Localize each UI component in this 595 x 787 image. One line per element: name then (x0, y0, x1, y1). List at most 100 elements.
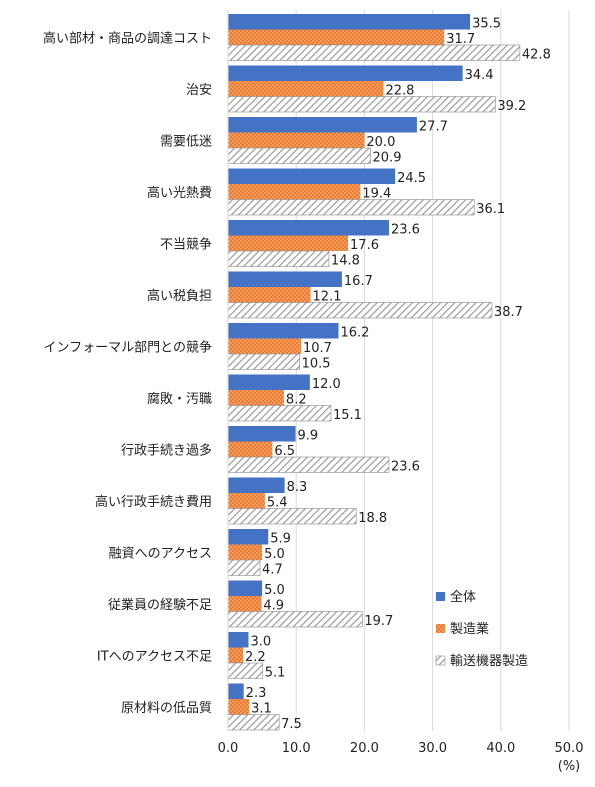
bar-manufacturing (228, 647, 244, 663)
bar-transport-equipment (227, 456, 390, 473)
category-label: 腐敗・汚職 (147, 392, 212, 407)
legend-label: 製造業 (450, 621, 489, 637)
data-label: 19.7 (364, 614, 393, 629)
data-label: 4.7 (262, 563, 283, 578)
data-label: 19.4 (362, 187, 391, 202)
bar-manufacturing (228, 544, 263, 560)
legend-swatch (435, 655, 446, 666)
data-label: 39.2 (497, 99, 526, 114)
data-label: 12.0 (312, 377, 341, 392)
bar-manufacturing (228, 390, 284, 406)
category-label: 高い部材・商品の調達コスト (43, 30, 212, 46)
bar-transport-equipment (227, 147, 371, 164)
data-label: 5.0 (264, 583, 285, 598)
bar-transport-equipment (227, 662, 264, 679)
data-label: 5.4 (267, 496, 288, 511)
bar-all (228, 14, 471, 30)
data-label: 5.9 (270, 532, 291, 547)
category-label: 高い行政手続き費用 (95, 494, 212, 510)
bar-transport-equipment (227, 559, 261, 576)
data-label: 16.2 (340, 326, 369, 341)
bar-manufacturing (228, 596, 262, 612)
data-label: 2.3 (246, 686, 267, 701)
category-label: インフォーマル部門との競争 (44, 340, 212, 355)
bar-transport-equipment (227, 714, 280, 731)
bar-all (228, 426, 296, 442)
data-label: 16.7 (344, 274, 373, 289)
category-label: 高い税負担 (147, 288, 212, 304)
data-label: 18.8 (358, 511, 387, 526)
bar-all (228, 323, 339, 339)
bar-all (228, 477, 285, 493)
bar-all (228, 529, 269, 545)
bar-transport-equipment (227, 611, 363, 628)
legend-swatch (436, 624, 445, 633)
legend-swatch (436, 592, 445, 601)
bar-transport-equipment (227, 44, 521, 61)
data-label: 38.7 (494, 305, 523, 320)
bar-manufacturing (228, 132, 365, 148)
bar-all (228, 271, 342, 287)
category-label: 需要低迷 (160, 134, 212, 149)
axes: 0.0 10.0 20.0 30.0 40.0 50.0 (%) 高い部材・商品の調達コスト治… (43, 10, 583, 774)
bar-all (228, 580, 263, 596)
category-label: 原材料の低品質 (121, 701, 212, 716)
data-label: 12.1 (313, 290, 342, 305)
data-label: 36.1 (476, 202, 505, 217)
bar-transport-equipment (227, 250, 330, 267)
data-label: 7.5 (281, 717, 302, 732)
bar-manufacturing (228, 287, 311, 303)
category-label: ITへのアクセス不足 (97, 649, 212, 664)
x-tick-label: 40.0 (486, 741, 515, 756)
data-label: 10.5 (302, 357, 331, 372)
data-label: 8.3 (287, 480, 308, 495)
data-label: 5.0 (264, 547, 285, 562)
bar-all (228, 632, 249, 648)
x-tick-label: 20.0 (350, 741, 379, 756)
x-tick-label: 10.0 (282, 741, 311, 756)
data-label: 23.6 (391, 223, 420, 238)
x-unit-label: (%) (558, 759, 581, 774)
bar-manufacturing (228, 699, 250, 715)
data-label: 35.5 (472, 17, 501, 32)
data-label: 6.5 (274, 444, 295, 459)
bar-transport-equipment (227, 508, 357, 525)
data-label: 20.0 (366, 135, 395, 150)
data-label: 3.0 (250, 635, 271, 650)
bar-transport-equipment (227, 199, 475, 216)
data-label: 23.6 (391, 460, 420, 475)
x-tick-label: 30.0 (418, 741, 447, 756)
category-label: 治安 (186, 83, 212, 98)
bar-manufacturing (228, 29, 445, 45)
bar-all (228, 374, 310, 390)
data-labels: 35.531.7 42.8 34.4 22.8 39.2 27.7 20.020.9 24.5… (245, 17, 551, 733)
category-label: 行政手続き過多 (121, 442, 212, 458)
data-label: 9.9 (298, 429, 319, 444)
data-label: 14.8 (331, 254, 360, 269)
data-label: 24.5 (397, 171, 426, 186)
x-tick-label: 0.0 (218, 741, 239, 756)
category-label: 不当競争 (160, 237, 212, 252)
data-label: 20.9 (373, 151, 402, 166)
bar-manufacturing (228, 81, 384, 97)
data-label: 31.7 (446, 32, 475, 47)
data-label: 10.7 (303, 341, 332, 356)
data-label: 17.6 (350, 238, 379, 253)
data-label: 15.1 (333, 408, 362, 423)
bar-manufacturing (228, 184, 361, 200)
bar-manufacturing (228, 493, 265, 509)
bar-all (228, 117, 417, 133)
bar-manufacturing (228, 441, 273, 457)
legend-label: 輸送機器製造 (450, 654, 528, 669)
category-label: 高い光熱費 (147, 185, 212, 201)
category-label: 融資へのアクセス (109, 546, 212, 561)
bar-transport-equipment (227, 405, 332, 422)
bar-manufacturing (228, 235, 349, 251)
bar-series-group (227, 14, 521, 731)
data-label: 3.1 (251, 702, 272, 717)
bar-transport-equipment (227, 302, 493, 319)
bar-all (228, 683, 244, 699)
data-label: 34.4 (465, 68, 494, 83)
